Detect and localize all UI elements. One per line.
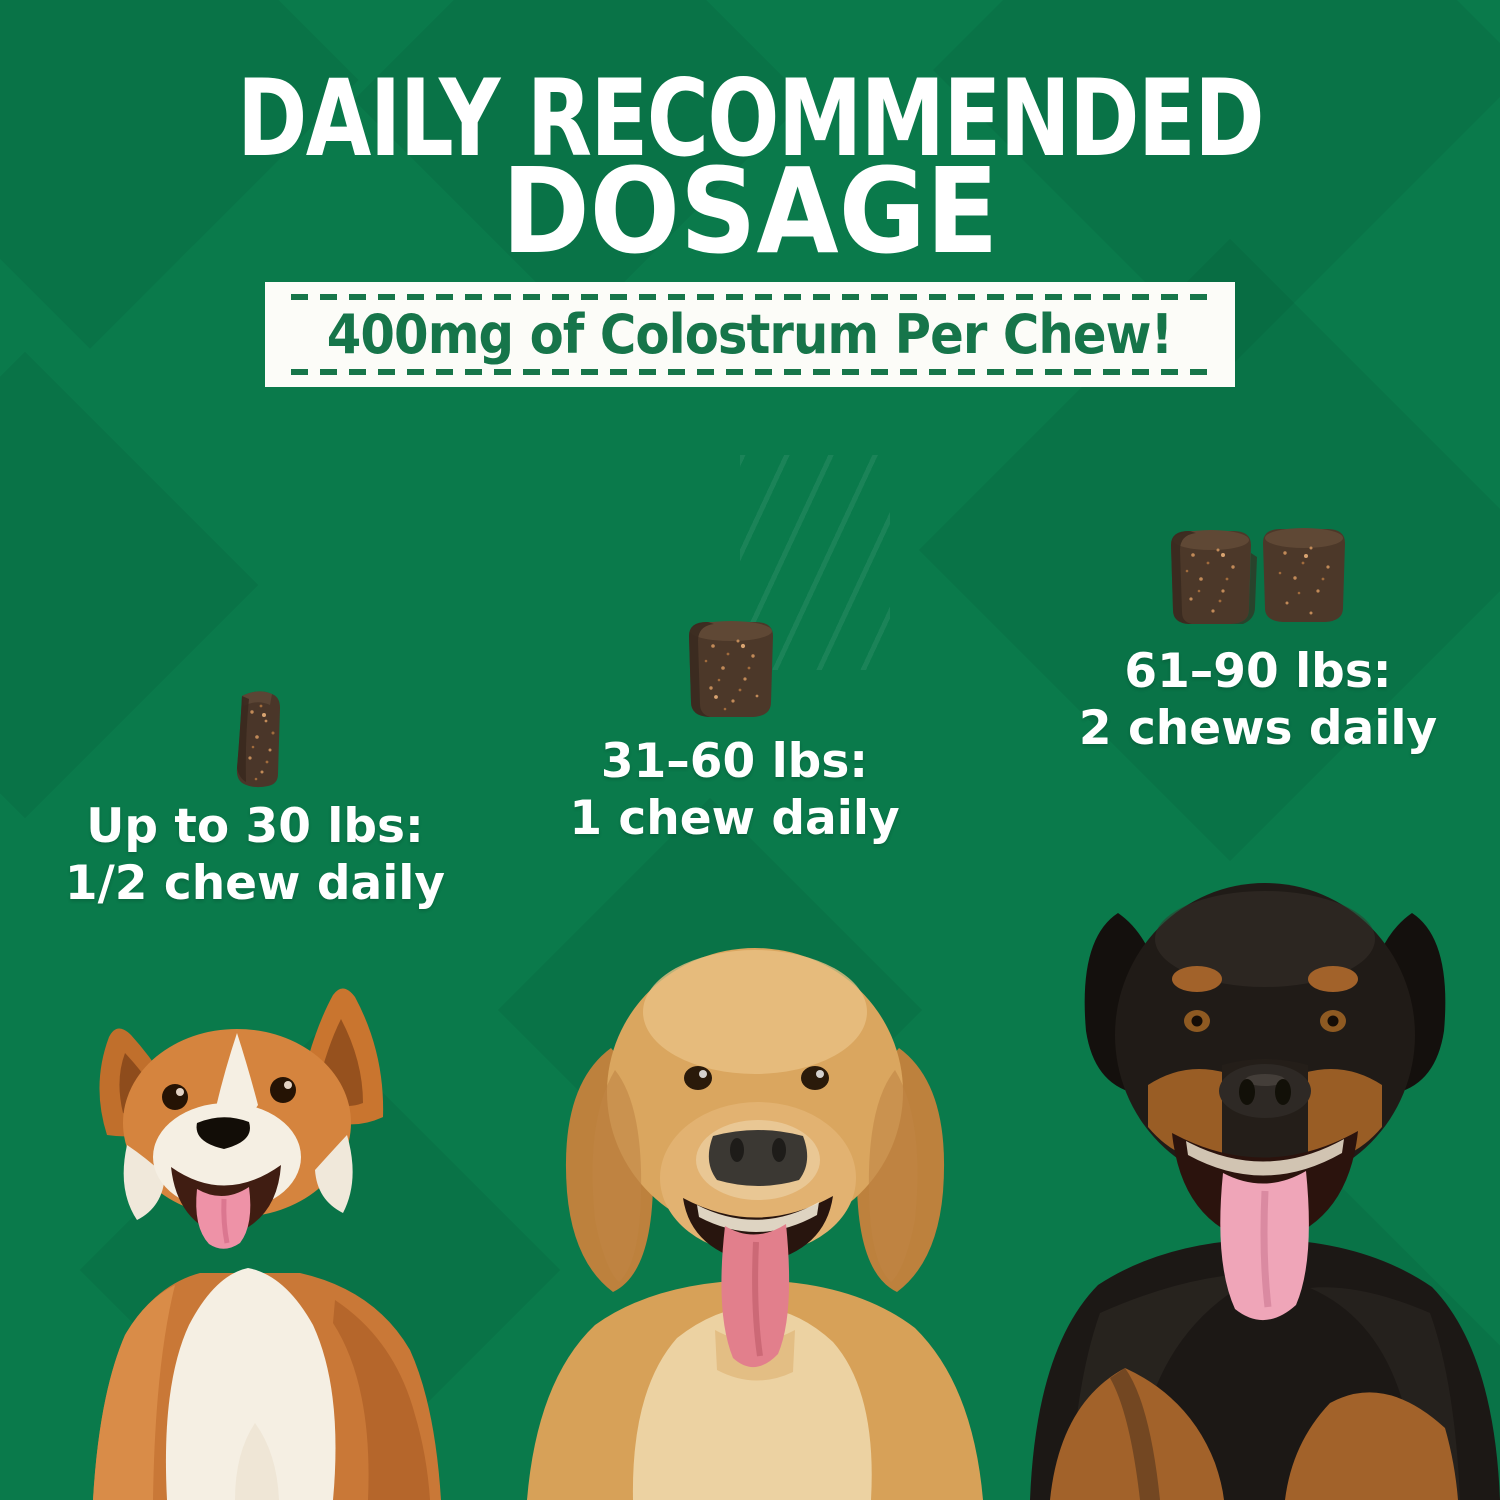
background-diamond [0,351,259,819]
weight-range-medium: 31–60 lbs: [600,734,869,789]
dosage-label-medium: 31–60 lbs: 1 chew daily [512,733,957,847]
colostrum-banner: 400mg of Colostrum Per Chew! [265,282,1235,387]
page-title-line1: DAILY RECOMMENDED [236,57,1265,180]
dose-large: 2 chews daily [1078,701,1438,756]
one-chew-icon [683,616,779,722]
dosage-label-small: Up to 30 lbs: 1/2 chew daily [45,798,465,912]
dose-medium: 1 chew daily [569,791,900,846]
golden-retriever-photo [515,900,995,1500]
banner-dashed-line-bottom [291,369,1209,375]
half-chew-icon [228,688,288,790]
banner-dashed-line-top [291,294,1209,300]
weight-range-large: 61–90 lbs: [1124,644,1392,699]
rottweiler-photo [1030,843,1500,1500]
page-title-line2: DOSAGE [501,142,999,280]
two-chews-icon [1163,523,1353,627]
banner-text: 400mg of Colostrum Per Chew! [327,303,1174,366]
corgi-photo [85,985,465,1500]
weight-range-small: Up to 30 lbs: [86,799,424,854]
dose-small: 1/2 chew daily [64,856,446,911]
dosage-label-large: 61–90 lbs: 2 chews daily [1032,643,1484,757]
